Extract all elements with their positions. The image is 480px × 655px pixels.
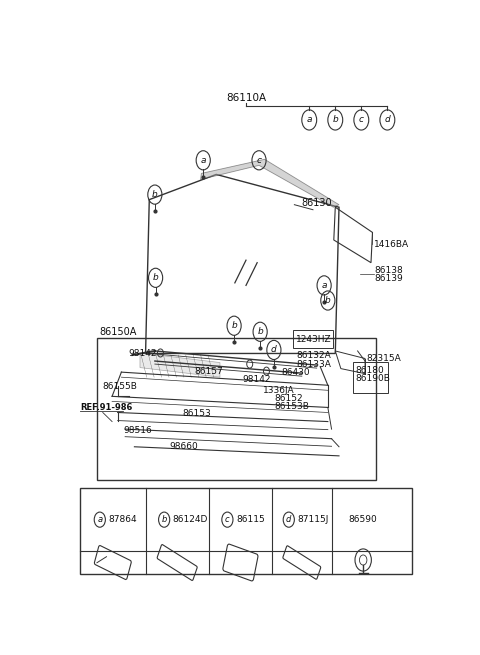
- Text: 86133A: 86133A: [296, 360, 331, 369]
- Text: 86190B: 86190B: [355, 374, 390, 383]
- Text: b: b: [152, 190, 158, 199]
- Text: REF.91-986: REF.91-986: [81, 403, 133, 412]
- Text: 86132A: 86132A: [296, 352, 331, 360]
- Text: a: a: [201, 156, 206, 165]
- Text: 86157: 86157: [194, 367, 223, 375]
- Text: d: d: [384, 115, 390, 124]
- Polygon shape: [201, 159, 339, 207]
- Text: b: b: [257, 328, 263, 336]
- Text: 82315A: 82315A: [366, 354, 401, 363]
- Text: d: d: [286, 515, 291, 524]
- Text: b: b: [161, 515, 167, 524]
- Text: 86153B: 86153B: [274, 402, 309, 411]
- Text: 98660: 98660: [170, 442, 199, 451]
- Text: 86110A: 86110A: [226, 93, 266, 103]
- Text: 87864: 87864: [108, 515, 137, 524]
- Text: 98516: 98516: [123, 426, 152, 435]
- Text: a: a: [307, 115, 312, 124]
- Text: 86115: 86115: [236, 515, 264, 524]
- Text: 86124D: 86124D: [173, 515, 208, 524]
- Text: b: b: [231, 321, 237, 330]
- Text: b: b: [325, 296, 331, 305]
- Text: c: c: [256, 156, 262, 165]
- Text: a: a: [322, 281, 327, 290]
- Text: c: c: [359, 115, 364, 124]
- Text: 87115J: 87115J: [297, 515, 329, 524]
- Text: 1336JA: 1336JA: [263, 386, 294, 395]
- Text: b: b: [333, 115, 338, 124]
- Text: d: d: [271, 345, 277, 354]
- Text: 86130: 86130: [302, 198, 333, 208]
- Text: 86152: 86152: [274, 394, 302, 403]
- Text: 86430: 86430: [281, 367, 310, 377]
- Text: 86139: 86139: [374, 274, 403, 284]
- Text: 86153: 86153: [183, 409, 212, 419]
- Text: 98142: 98142: [242, 375, 271, 384]
- Text: 1416BA: 1416BA: [374, 240, 409, 248]
- Text: 86138: 86138: [374, 266, 403, 274]
- Text: 86150A: 86150A: [99, 328, 136, 337]
- Polygon shape: [140, 353, 220, 377]
- Text: c: c: [225, 515, 230, 524]
- Text: 86155B: 86155B: [103, 382, 138, 391]
- Text: 86180: 86180: [355, 365, 384, 375]
- Text: a: a: [97, 515, 102, 524]
- Text: 86590: 86590: [349, 515, 378, 524]
- Text: 1243HZ: 1243HZ: [296, 335, 331, 344]
- Text: 98142: 98142: [129, 349, 157, 358]
- Text: b: b: [153, 273, 158, 282]
